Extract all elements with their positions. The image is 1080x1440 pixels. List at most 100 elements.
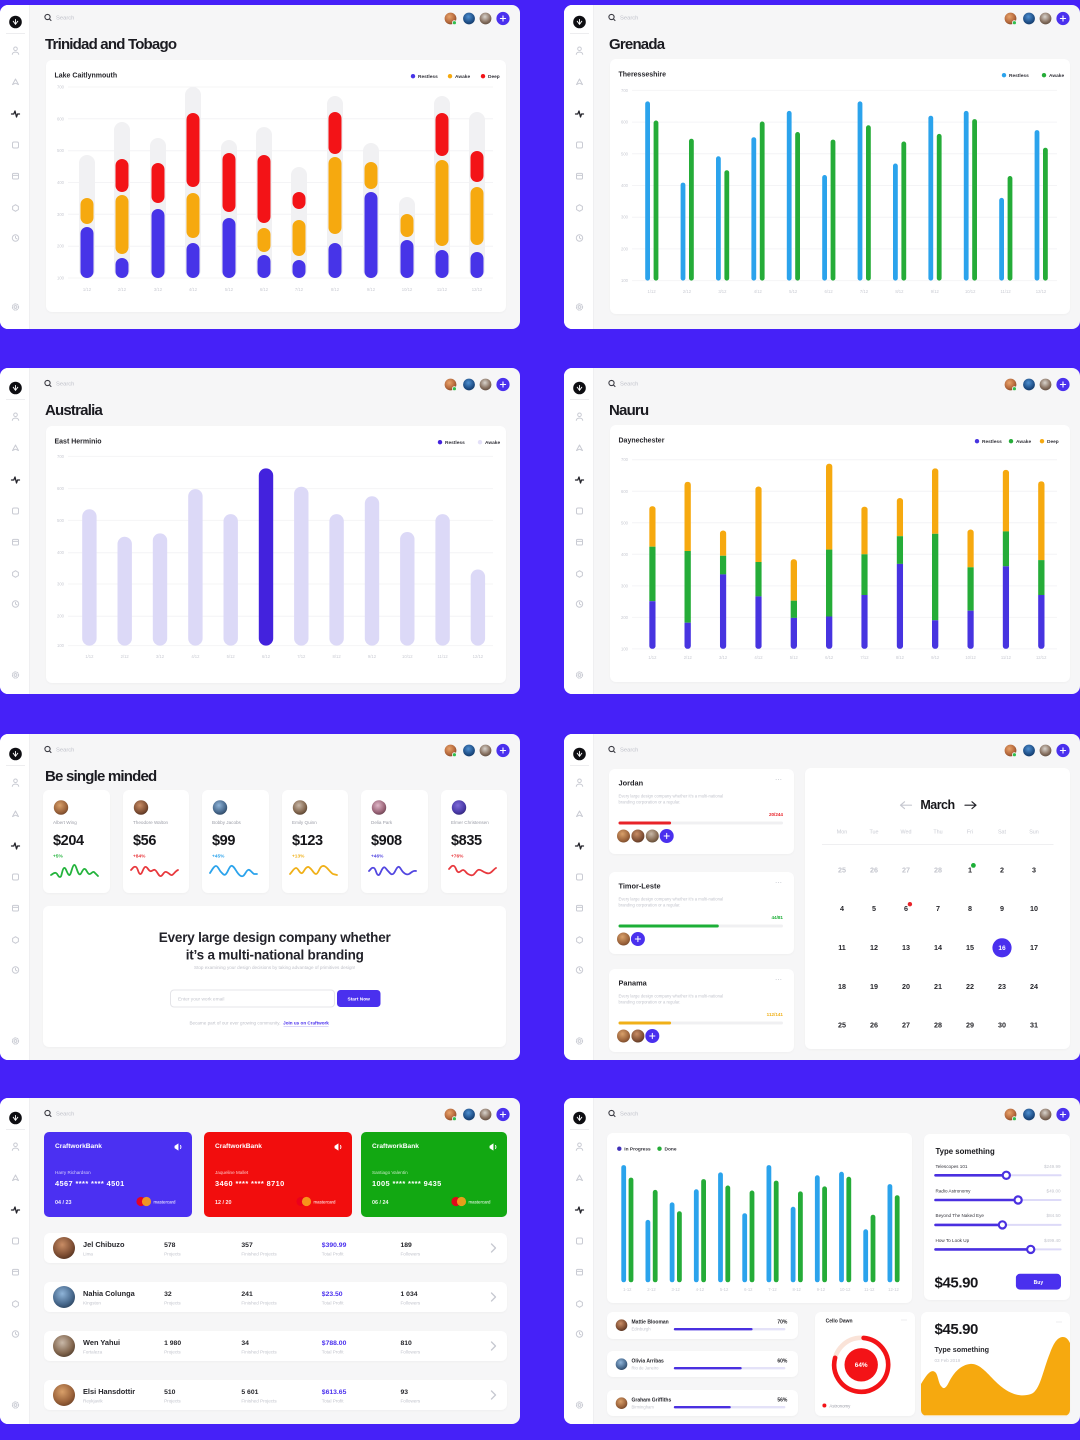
svg-text:70%: 70% (778, 1320, 789, 1326)
svg-text:578: 578 (164, 1242, 176, 1249)
svg-text:Thu: Thu (934, 830, 943, 836)
svg-text:2/12: 2/12 (121, 654, 130, 659)
svg-text:15: 15 (966, 944, 974, 953)
svg-text:$56: $56 (133, 833, 156, 849)
svg-text:Graham Griffiths: Graham Griffiths (632, 1397, 672, 1403)
svg-text:700: 700 (57, 85, 65, 90)
svg-text:5/12: 5/12 (227, 654, 236, 659)
svg-text:Reykjavik: Reykjavik (83, 1399, 103, 1404)
svg-text:CraftworkBank: CraftworkBank (372, 1143, 419, 1150)
svg-text:44/81: 44/81 (772, 915, 784, 920)
svg-text:10-12: 10-12 (840, 1287, 851, 1292)
svg-text:100: 100 (57, 643, 65, 648)
svg-text:1005 **** **** 9435: 1005 **** **** 9435 (372, 1179, 442, 1188)
svg-text:29: 29 (966, 1021, 974, 1030)
svg-text:500: 500 (57, 148, 65, 153)
svg-text:Beyond The Naked Eye: Beyond The Naked Eye (936, 1214, 985, 1219)
svg-text:6-12: 6-12 (744, 1287, 753, 1292)
svg-text:9: 9 (1000, 904, 1004, 913)
svg-text:12: 12 (870, 944, 878, 953)
svg-text:600: 600 (57, 486, 65, 491)
svg-text:25: 25 (838, 1021, 846, 1030)
svg-text:Olivia Arribas: Olivia Arribas (632, 1358, 665, 1364)
svg-text:4/12: 4/12 (754, 289, 763, 294)
svg-text:Mon: Mon (837, 830, 848, 836)
svg-text:Search: Search (56, 15, 74, 21)
svg-text:3/12: 3/12 (718, 289, 727, 294)
svg-text:64%: 64% (855, 1362, 868, 1369)
svg-text:11/12: 11/12 (1001, 289, 1012, 294)
svg-text:Finished Projects: Finished Projects (241, 1350, 277, 1355)
svg-text:100: 100 (57, 276, 65, 281)
svg-text:Tue: Tue (870, 830, 879, 836)
svg-text:12/12: 12/12 (1036, 289, 1047, 294)
svg-text:Edinburgh: Edinburgh (632, 1327, 652, 1332)
svg-text:$390.99: $390.99 (321, 1242, 346, 1249)
svg-text:$499.40: $499.40 (1044, 1238, 1061, 1243)
svg-text:$204: $204 (53, 833, 84, 849)
svg-text:Birmingham: Birmingham (632, 1404, 655, 1409)
svg-text:510: 510 (164, 1389, 176, 1396)
svg-text:Wen Yahui: Wen Yahui (83, 1338, 120, 1347)
svg-text:Projects: Projects (164, 1399, 181, 1404)
svg-text:400: 400 (57, 180, 65, 185)
svg-text:Restless: Restless (982, 439, 1002, 445)
svg-text:⋯: ⋯ (775, 880, 782, 887)
svg-text:8-12: 8-12 (793, 1287, 802, 1292)
svg-text:3: 3 (1032, 866, 1036, 875)
svg-text:+84%: +84% (133, 854, 146, 860)
svg-text:31: 31 (1030, 1021, 1038, 1030)
svg-text:300: 300 (621, 215, 629, 220)
svg-text:Every large design company whe: Every large design company whether it’s … (619, 896, 724, 901)
svg-text:03 Feb 2019: 03 Feb 2019 (935, 1358, 961, 1363)
svg-text:Jel Chibuzo: Jel Chibuzo (83, 1240, 125, 1249)
svg-text:18: 18 (838, 982, 846, 991)
svg-text:10/12: 10/12 (965, 655, 976, 660)
svg-text:Followers: Followers (400, 1252, 420, 1257)
svg-text:189: 189 (400, 1242, 412, 1249)
svg-text:Followers: Followers (400, 1399, 420, 1404)
svg-text:28: 28 (934, 1021, 942, 1030)
svg-text:600: 600 (621, 489, 629, 494)
svg-text:mastercard: mastercard (469, 1199, 492, 1204)
svg-text:Followers: Followers (400, 1350, 420, 1355)
svg-text:8: 8 (968, 904, 972, 913)
svg-text:3-12: 3-12 (672, 1287, 681, 1292)
svg-text:20: 20 (902, 982, 910, 991)
svg-text:6: 6 (904, 904, 908, 913)
svg-text:2/12: 2/12 (118, 287, 127, 292)
svg-text:24: 24 (1030, 982, 1038, 991)
svg-text:93: 93 (400, 1389, 408, 1396)
svg-text:Nahia Colunga: Nahia Colunga (83, 1289, 136, 1298)
svg-text:241: 241 (241, 1291, 253, 1298)
svg-text:5/12: 5/12 (789, 289, 798, 294)
svg-text:Restless: Restless (1009, 73, 1029, 79)
svg-text:Every large design company whe: Every large design company whether it’s … (619, 994, 724, 999)
svg-text:20/244: 20/244 (769, 812, 783, 817)
svg-text:Search: Search (56, 747, 74, 753)
svg-text:600: 600 (57, 116, 65, 121)
svg-text:Search: Search (620, 747, 638, 753)
svg-text:Total Profit: Total Profit (321, 1399, 343, 1404)
svg-text:1/12: 1/12 (85, 654, 94, 659)
svg-text:25: 25 (838, 866, 846, 875)
svg-text:Kingston: Kingston (83, 1301, 101, 1306)
svg-text:Finished Projects: Finished Projects (241, 1252, 277, 1257)
svg-text:56%: 56% (778, 1397, 789, 1403)
svg-text:200: 200 (57, 614, 65, 619)
svg-text:13: 13 (902, 944, 910, 953)
svg-text:Projects: Projects (164, 1301, 181, 1306)
svg-text:Cello Dawn: Cello Dawn (826, 1319, 853, 1325)
svg-text:⋯: ⋯ (901, 1318, 907, 1324)
svg-text:7/12: 7/12 (295, 287, 304, 292)
svg-text:700: 700 (621, 457, 629, 462)
svg-text:1/12: 1/12 (648, 655, 657, 660)
svg-text:+13%: +13% (292, 854, 305, 860)
svg-text:$45.90: $45.90 (935, 1321, 979, 1338)
svg-text:CraftworkBank: CraftworkBank (215, 1143, 262, 1150)
svg-text:4/12: 4/12 (191, 654, 200, 659)
svg-text:Deep: Deep (1047, 439, 1059, 445)
svg-text:branding corporation or a regu: branding corporation or a regular. (619, 902, 681, 907)
svg-text:Astronomy: Astronomy (830, 1404, 852, 1409)
svg-text:Search: Search (620, 381, 638, 387)
